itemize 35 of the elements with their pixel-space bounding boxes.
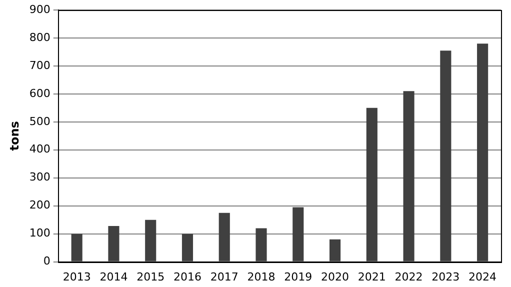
bar — [108, 226, 120, 262]
x-tick-label: 2019 — [284, 270, 312, 284]
y-tick-label: 700 — [29, 58, 50, 72]
y-tick-label: 400 — [29, 142, 50, 156]
bar — [329, 239, 341, 262]
x-tick-label: 2021 — [358, 270, 386, 284]
y-tick-label: 0 — [43, 254, 50, 268]
x-tick-label: 2017 — [210, 270, 238, 284]
y-tick-label: 100 — [29, 226, 50, 240]
y-tick-label: 200 — [29, 198, 50, 212]
x-tick-label: 2023 — [432, 270, 460, 284]
bar — [477, 44, 488, 262]
bar — [292, 207, 304, 262]
x-tick-label: 2015 — [136, 270, 165, 284]
y-axis-title: tons — [7, 121, 22, 151]
x-tick-label: 2020 — [321, 270, 350, 284]
y-tick-label: 500 — [29, 114, 50, 128]
bar — [145, 220, 156, 262]
bar — [440, 50, 452, 262]
bar — [366, 108, 378, 262]
y-tick-label: 300 — [29, 170, 50, 184]
bar — [71, 234, 82, 262]
x-tick-label: 2024 — [468, 270, 497, 284]
x-tick-label: 2013 — [62, 270, 91, 284]
bar — [182, 234, 194, 262]
bar — [218, 212, 230, 262]
bar — [403, 91, 414, 262]
x-tick-label: 2018 — [247, 270, 276, 284]
x-tick-label: 2014 — [100, 270, 128, 284]
bar — [256, 228, 267, 262]
x-tick-label: 2022 — [394, 270, 423, 284]
x-tick-label: 2016 — [173, 270, 202, 284]
y-tick-label: 900 — [29, 2, 50, 16]
y-tick-label: 800 — [29, 30, 50, 44]
y-tick-label: 600 — [29, 86, 50, 100]
